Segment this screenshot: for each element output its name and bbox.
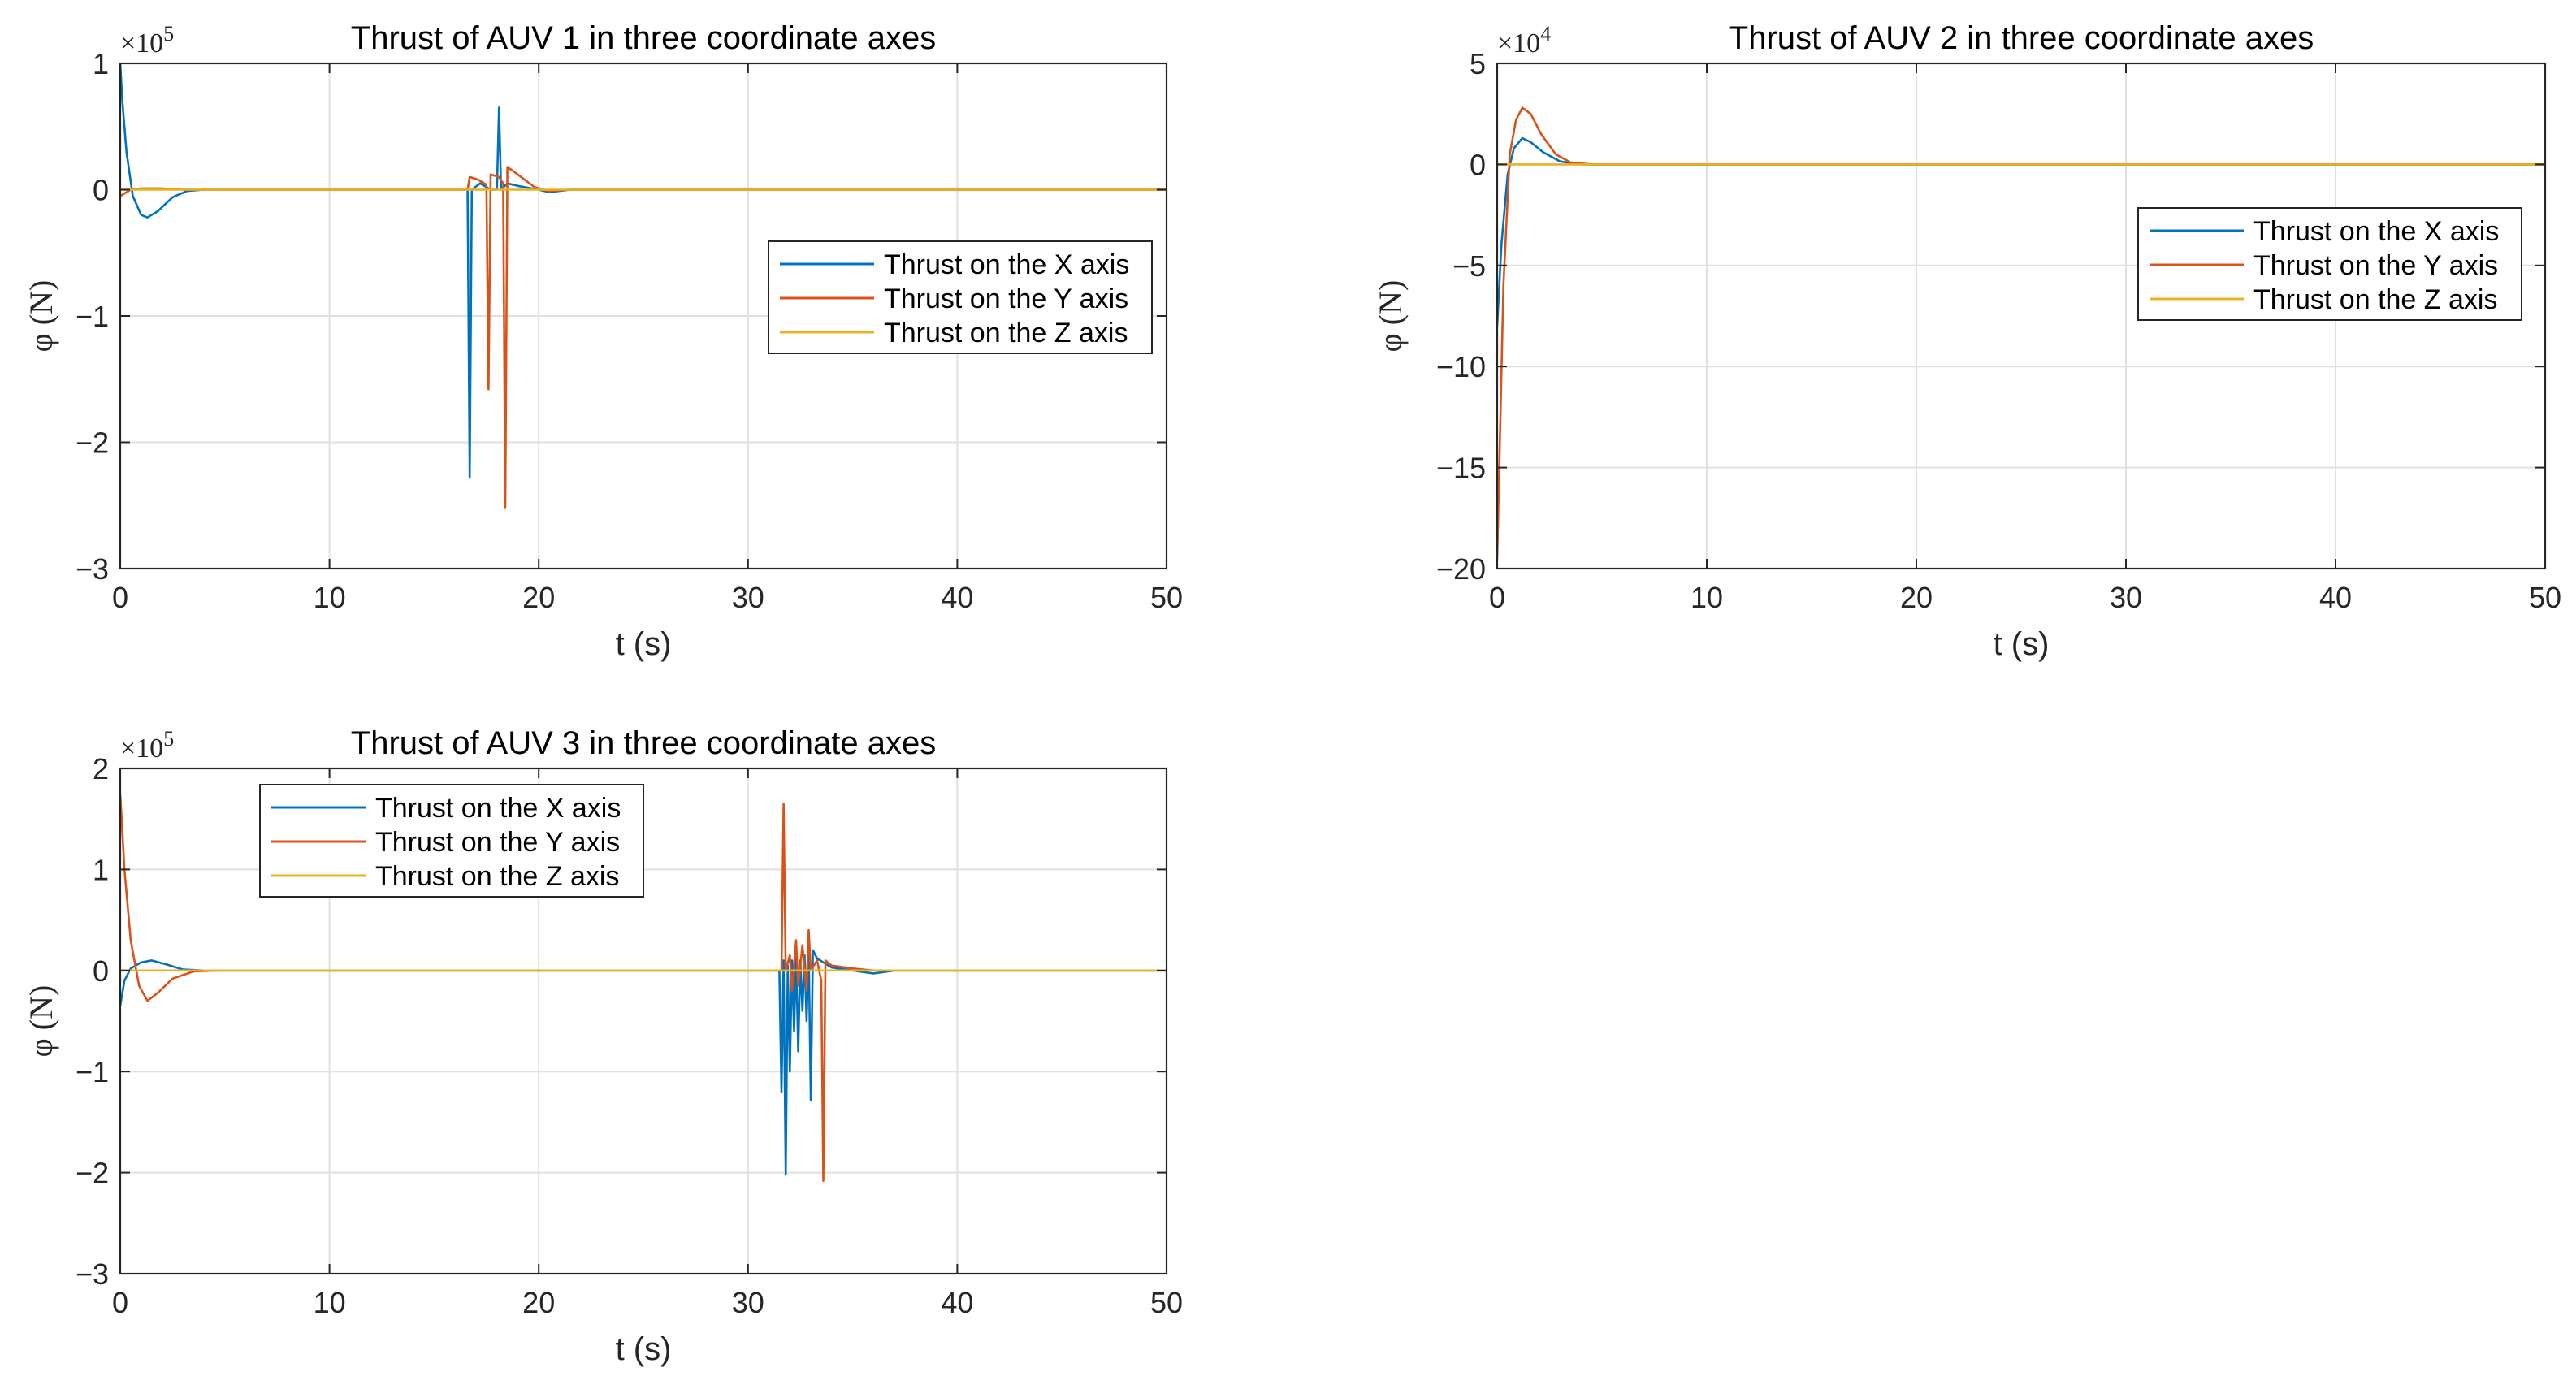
x-tick-label: 50 — [1150, 581, 1183, 614]
y-tick-label: 1 — [93, 853, 109, 886]
y-tick-label: −3 — [76, 552, 109, 586]
chart-title: Thrust of AUV 1 in three coordinate axes — [351, 20, 936, 56]
axis-exponent: ×105 — [120, 727, 174, 764]
axis-exponent: ×104 — [1497, 22, 1551, 58]
y-tick-label: −10 — [1436, 350, 1486, 383]
y-tick-label: −1 — [76, 1055, 109, 1088]
x-tick-label: 20 — [522, 581, 555, 614]
chart-2: 0 10 20 30 40 50 −20 −15 −10 −5 0 5 ×104 Thrust of AU… — [1372, 20, 2561, 662]
y-tick-label: −2 — [76, 426, 109, 460]
y-tick-label: 1 — [93, 47, 109, 80]
x-tick-label: 10 — [314, 1286, 346, 1319]
axis-exponent-base: ×10 — [120, 733, 163, 764]
x-tick-label: 50 — [2529, 581, 2561, 614]
axis-exponent: ×105 — [120, 22, 174, 58]
y-tick-label: 5 — [1470, 47, 1486, 80]
y-tick-label: −5 — [1453, 249, 1486, 283]
x-tick-label: 20 — [522, 1286, 555, 1319]
legend-entry: Thrust on the Y axis — [2253, 250, 2498, 281]
legend-entry: Thrust on the Z axis — [884, 318, 1128, 348]
legend-entry: Thrust on the Y axis — [884, 283, 1128, 314]
x-tick-label: 0 — [1489, 581, 1505, 614]
y-tick-label: −1 — [76, 300, 109, 333]
chart-3: 0 10 20 30 40 50 −3 −2 −1 0 1 2 ×105 Thrust of AUV 3 … — [23, 725, 1183, 1367]
x-tick-label: 0 — [112, 581, 128, 614]
y-axis-label: φ (N) — [1372, 280, 1409, 353]
legend-entry: Thrust on the X axis — [884, 249, 1129, 280]
legend-entry: Thrust on the X axis — [375, 793, 621, 824]
x-tick-label: 40 — [941, 581, 973, 614]
y-tick-label: 0 — [1470, 148, 1486, 181]
x-tick-label: 20 — [1900, 581, 1933, 614]
y-tick-label: 0 — [93, 174, 109, 207]
x-tick-label: 0 — [112, 1286, 128, 1319]
x-tick-label: 30 — [2110, 581, 2142, 614]
series-line-y-axis — [119, 166, 1167, 509]
x-axis-label: t (s) — [616, 626, 672, 662]
y-tick-label: −2 — [76, 1157, 109, 1190]
x-axis-label: t (s) — [616, 1331, 672, 1367]
chart-title: Thrust of AUV 2 in three coordinate axes — [1729, 20, 2314, 56]
chart-title: Thrust of AUV 3 in three coordinate axes — [351, 725, 936, 761]
axis-exponent-power: 5 — [163, 727, 174, 751]
x-tick-label: 40 — [941, 1286, 973, 1319]
legend-entry: Thrust on the X axis — [2253, 216, 2499, 247]
x-tick-label: 40 — [2319, 581, 2352, 614]
axes-frame — [1496, 62, 2547, 570]
legend-entry: Thrust on the Y axis — [375, 827, 620, 858]
x-tick-label: 30 — [732, 581, 764, 614]
axis-exponent-base: ×10 — [120, 28, 163, 58]
x-tick-label: 10 — [1691, 581, 1723, 614]
axis-exponent-power: 4 — [1540, 22, 1551, 45]
y-tick-label: −3 — [76, 1257, 109, 1291]
y-tick-label: 2 — [93, 752, 109, 785]
x-axis-label: t (s) — [1994, 626, 2050, 662]
chart-1: 0 10 20 30 40 50 −3 −2 −1 0 1 ×105 Thrust of AUV 1 i… — [23, 20, 1183, 662]
x-tick-label: 30 — [732, 1286, 764, 1319]
axis-exponent-base: ×10 — [1497, 28, 1540, 58]
y-tick-label: 0 — [93, 954, 109, 988]
series-line-x-axis — [119, 949, 1167, 1176]
legend-entry: Thrust on the Z axis — [2253, 284, 2497, 315]
y-axis-label: φ (N) — [23, 280, 59, 353]
x-tick-label: 10 — [314, 581, 346, 614]
y-tick-label: −15 — [1436, 452, 1486, 485]
series-line-y-axis — [119, 794, 1167, 1182]
y-tick-label: −20 — [1436, 552, 1486, 586]
axes-frame — [119, 767, 1168, 1275]
legend-entry: Thrust on the Z axis — [375, 861, 619, 892]
axis-exponent-power: 5 — [163, 22, 174, 45]
x-tick-label: 50 — [1150, 1286, 1183, 1319]
y-axis-label: φ (N) — [23, 985, 59, 1058]
series-line-y-axis — [1496, 106, 2545, 559]
